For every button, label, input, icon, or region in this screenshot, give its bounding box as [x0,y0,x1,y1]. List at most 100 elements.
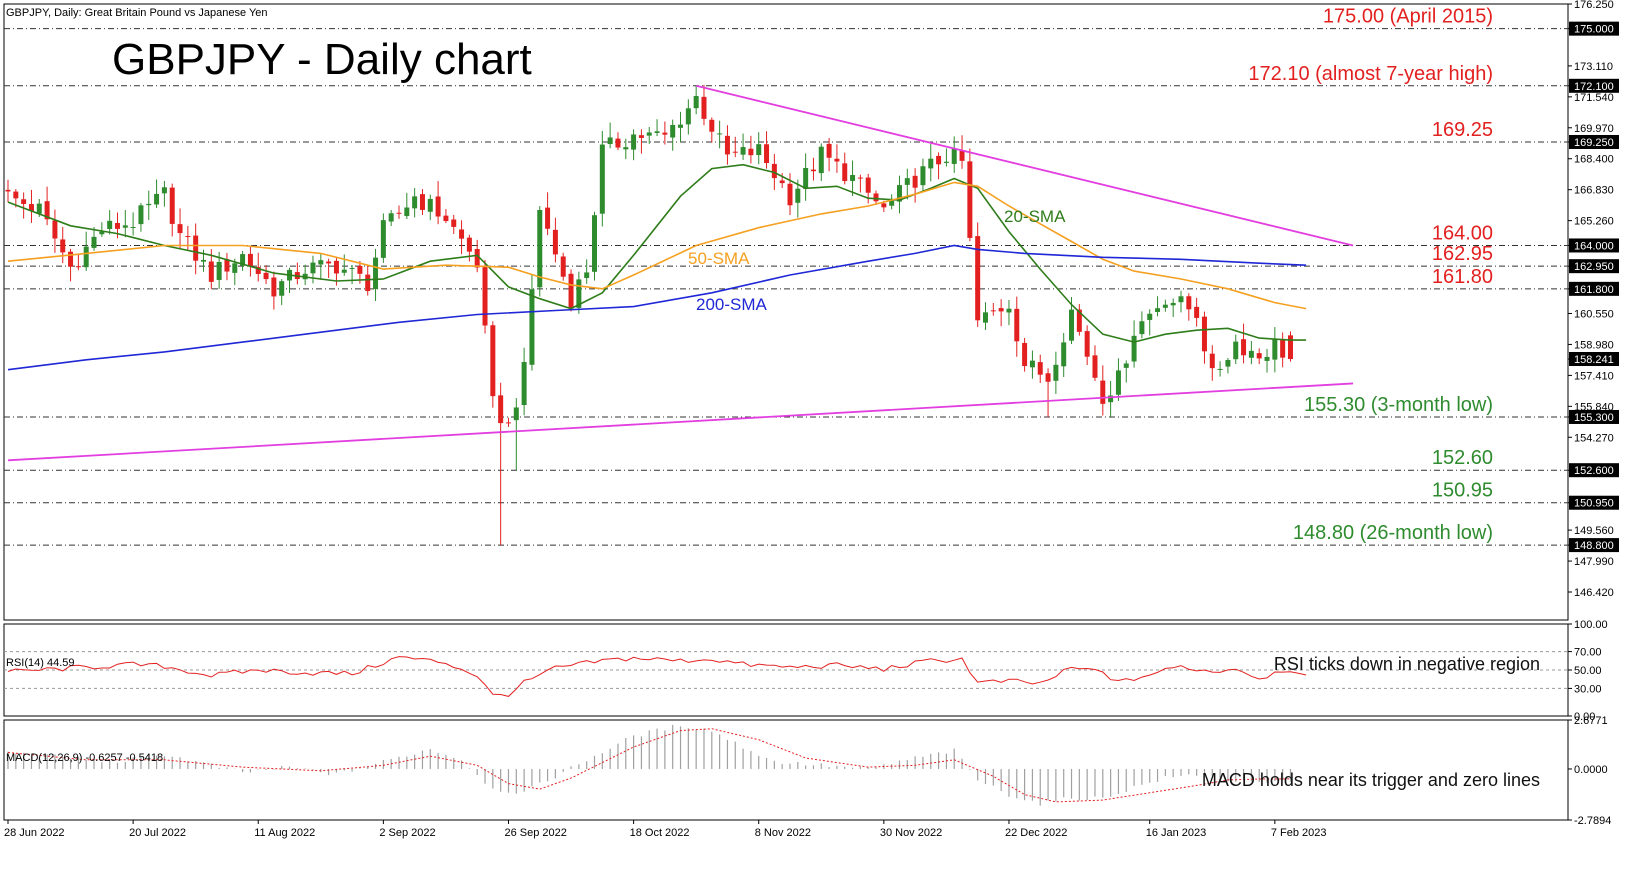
candle-body-102 [803,167,809,189]
sma-label-20-sma: 20-SMA [1004,207,1066,226]
candle-body-48 [380,220,386,258]
candle-body-141 [1108,395,1114,403]
candle-body-163 [1280,340,1286,358]
candle-body-77 [607,137,613,145]
candle-body-115 [904,178,910,185]
candle-body-122 [959,150,965,161]
candle-body-66 [521,362,527,406]
candle-body-95 [748,148,754,156]
price-tick-label-5: 169.970 [1574,123,1614,135]
candle-body-92 [724,135,730,155]
candle-body-4 [36,203,42,214]
candle-body-11 [91,236,97,248]
price-tick-label-0: 176.250 [1574,0,1614,11]
candle-body-94 [740,147,746,155]
candle-body-145 [1139,321,1145,335]
price-tick-label-4: 171.540 [1574,92,1614,104]
price-tick-label-1: 175.000 [1574,24,1614,36]
price-tick-label-18: 155.300 [1574,412,1614,424]
date-tick-label-4: 26 Sep 2022 [504,827,566,839]
candle-body-98 [771,163,777,179]
price-tick-label-7: 168.400 [1574,154,1614,166]
candle-body-120 [943,161,949,163]
price-tick-badge-18 [1569,409,1619,424]
candle-body-19 [154,193,160,205]
candle-body-81 [638,135,644,138]
candle-body-52 [412,196,418,209]
rsi-annotation: RSI ticks down in negative region [1274,654,1540,674]
candle-body-87 [685,108,691,125]
rsi-line [7,656,1307,697]
price-tick-label-9: 165.260 [1574,216,1614,228]
candle-body-108 [850,175,856,181]
candle-body-0 [5,189,11,192]
price-panel: 175.00 (April 2015) 172.10 (almost 7-year… [3,0,1619,621]
price-tick-label-21: 150.950 [1574,498,1614,510]
candle-body-73 [576,279,582,308]
candle-body-127 [998,308,1004,312]
rsi-tick-label-1: 70.00 [1574,647,1602,659]
candle-body-130 [1022,342,1028,367]
candle-body-152 [1194,306,1200,318]
price-tick-label-11: 162.950 [1574,261,1614,273]
macd-tick-label-0: 2.6771 [1574,715,1608,727]
rsi-title: RSI(14) 44.59 [6,657,74,669]
price-tick-label-22: 149.560 [1574,525,1614,537]
price-tick-badge-3 [1569,78,1619,93]
price-tick-label-16: 157.410 [1574,370,1614,382]
price-frame [3,3,1569,621]
candle-body-104 [818,146,824,174]
date-tick-label-9: 16 Jan 2023 [1146,827,1207,839]
candle-body-32 [255,267,261,274]
sma-label-200-sma: 200-SMA [696,295,768,314]
candle-body-39 [310,262,316,274]
price-tick-label-12: 161.800 [1574,284,1614,296]
date-tick-label-10: 7 Feb 2023 [1271,827,1327,839]
price-tick-badge-15 [1569,351,1619,366]
candle-body-61 [482,267,488,326]
candle-body-157 [1233,341,1239,360]
candle-body-54 [427,198,433,212]
candle-body-6 [52,220,58,239]
candle-body-109 [857,177,863,179]
candle-body-34 [271,277,277,297]
candle-body-119 [936,155,942,165]
level-label-3: 164.00 [1432,222,1493,244]
candle-body-139 [1092,355,1098,378]
candle-body-55 [435,196,441,217]
macd-annotation: MACD holds near its trigger and zero lin… [1202,770,1540,790]
price-tick-label-10: 164.000 [1574,240,1614,252]
candle-body-100 [787,183,793,206]
candle-body-76 [599,144,605,214]
macd-tick-label-2: -2.7894 [1574,815,1611,827]
level-label-6: 155.30 (3-month low) [1304,394,1493,416]
level-label-7: 152.60 [1432,447,1493,469]
candle-body-3 [28,204,34,212]
candle-body-51 [404,207,410,217]
trendline-0 [695,84,1354,247]
candle-body-93 [732,151,738,153]
price-tick-badge-11 [1569,259,1619,274]
sma-label-50-sma: 50-SMA [688,249,750,268]
candle-body-110 [865,177,871,193]
candle-body-74 [584,272,590,279]
level-label-0: 175.00 (April 2015) [1323,6,1493,28]
candle-body-146 [1147,313,1153,320]
candle-body-140 [1100,380,1106,404]
candle-body-42 [333,260,339,274]
candle-body-43 [341,269,347,273]
date-axis: 28 Jun 2022 20 Jul 2022 11 Aug 2022 2 Sep 2… [4,820,1326,839]
macd-panel: 2.6771 0.0000 -2.7894 [3,715,1611,827]
candle-body-41 [326,261,332,264]
candle-body-50 [396,212,402,214]
price-tick-label-24: 147.990 [1574,556,1614,568]
candle-body-90 [709,119,715,132]
candle-body-118 [928,158,934,169]
candle-body-148 [1162,304,1168,308]
candle-body-83 [654,131,660,133]
candle-body-91 [717,133,723,135]
candle-body-136 [1069,309,1075,341]
price-tick-badge-12 [1569,281,1619,296]
